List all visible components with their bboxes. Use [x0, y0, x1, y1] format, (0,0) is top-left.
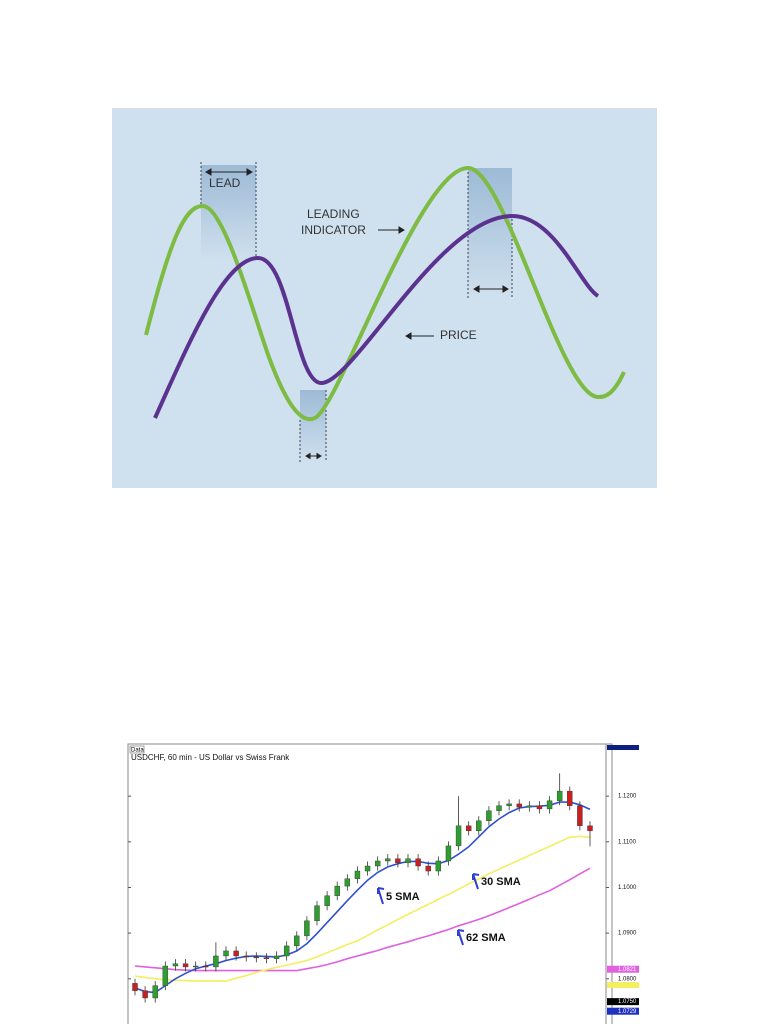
sma-label: 30 SMA	[481, 876, 521, 888]
price-marker-label: 1.0729	[618, 1009, 637, 1015]
y-tick-label: 1.0900	[618, 931, 637, 937]
price-label: PRICE	[440, 328, 477, 342]
candle-body	[556, 790, 563, 801]
sma-line	[134, 835, 591, 982]
candle-body	[213, 955, 219, 968]
candle-body	[455, 825, 462, 847]
chart-title: USDCHF, 60 min - US Dollar vs Swiss Fran…	[131, 753, 290, 762]
candle-body	[526, 805, 533, 808]
chart-frame: Data USDCHF, 60 min - US Dollar vs Swiss…	[127, 743, 639, 1024]
candle-body	[304, 920, 310, 937]
diagram-background	[112, 108, 657, 488]
candle-body	[486, 810, 492, 822]
candle-body	[172, 963, 179, 967]
y-tick-label: 1.1100	[618, 839, 637, 845]
candle-body	[182, 963, 189, 968]
candle-body	[546, 800, 553, 810]
y-tick-label: 1.1000	[618, 885, 637, 891]
price-marker	[607, 1007, 639, 1015]
sma-label: 62 SMA	[466, 932, 506, 944]
candle-body	[142, 990, 148, 999]
candle-body	[425, 865, 431, 872]
diagram: LEAD LEADING INDICATOR PRICE	[112, 108, 657, 488]
candle-body	[567, 790, 573, 806]
candle-body	[445, 845, 452, 862]
candle-body	[152, 985, 158, 999]
chart-tag: Data	[131, 748, 144, 754]
sma-line	[134, 867, 591, 972]
candle-body	[577, 805, 583, 827]
sma30-box	[607, 982, 639, 988]
price-marker	[607, 998, 639, 1006]
candle-body	[374, 860, 381, 867]
candle-body	[435, 860, 442, 872]
candle-body	[587, 825, 593, 832]
index-box	[607, 745, 639, 750]
candle-body	[203, 965, 209, 968]
sma-label: 5 SMA	[386, 891, 420, 903]
price-marker-label: 1.0821	[618, 967, 637, 973]
candle-body	[223, 950, 229, 957]
candle-body	[324, 895, 330, 906]
candle-body	[506, 803, 512, 806]
candle-body	[344, 878, 351, 887]
leading-indicator-label: INDICATOR	[301, 223, 366, 237]
sma-line	[134, 801, 591, 994]
y-tick-label: 1.0800	[618, 976, 637, 982]
candle-body	[334, 885, 340, 896]
chart-border	[127, 743, 613, 1024]
price-curve	[153, 213, 600, 419]
price-marker-label: 1.0750	[618, 999, 637, 1005]
candle-body	[496, 805, 502, 811]
candle-body	[233, 950, 239, 957]
candle-body	[253, 956, 260, 959]
arrows	[205, 168, 509, 460]
candle-body	[192, 965, 199, 968]
candle-body	[536, 805, 543, 810]
candle-body	[364, 865, 371, 872]
price-marker	[607, 965, 639, 973]
candle-body	[283, 945, 290, 957]
candle-body	[516, 803, 522, 808]
candle-body	[294, 935, 300, 947]
candle-body	[162, 965, 169, 986]
candle-body	[395, 858, 401, 864]
candle-body	[476, 820, 482, 832]
leading-indicator-label: LEADING	[307, 207, 360, 221]
y-tick-label: 1.1200	[618, 794, 637, 800]
diagram-labels: LEAD LEADING INDICATOR PRICE	[209, 176, 477, 342]
candle-body	[354, 870, 361, 879]
chart: 1.0800 1.0900 1.1000 1.1100 1.1200 5 SMA 30 SM…	[128, 773, 639, 1015]
candle-body	[314, 905, 320, 922]
lead-label: LEAD	[209, 176, 241, 190]
candle-body	[385, 858, 391, 862]
candle-body	[405, 858, 411, 864]
candle-body	[465, 825, 472, 832]
leading-indicator-curve	[144, 165, 626, 422]
trough-band	[300, 390, 326, 462]
annotation-arrow	[457, 929, 465, 946]
candle-body	[263, 957, 270, 959]
annotation-arrow	[377, 887, 385, 905]
candle-body	[273, 955, 280, 959]
tag-box	[129, 745, 145, 754]
annotation-arrow	[472, 873, 480, 890]
candle-body	[132, 983, 138, 991]
candle-body	[243, 955, 249, 958]
candle-body	[415, 858, 421, 867]
